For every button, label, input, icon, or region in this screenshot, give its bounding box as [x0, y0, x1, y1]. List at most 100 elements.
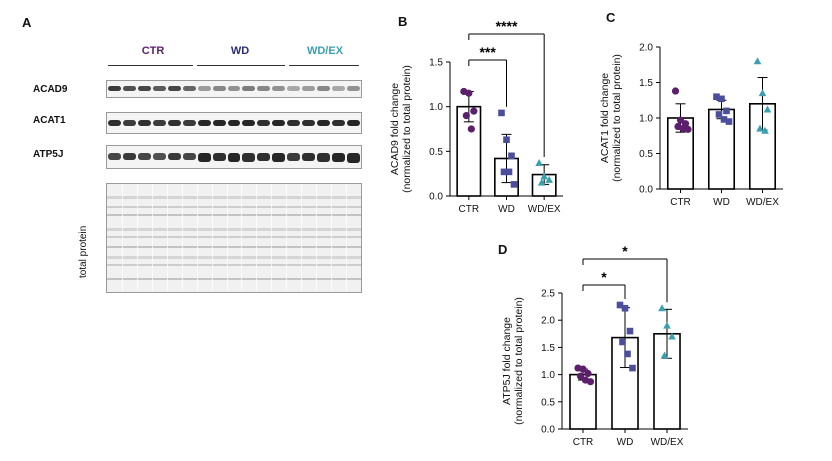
blot-acad9-band [302, 86, 316, 91]
blot-acad9-band [347, 86, 360, 91]
chart-d-sig-label: * [622, 243, 628, 259]
chart-b-sig-label: **** [496, 18, 518, 34]
blot-group-wdex: WD/EX [306, 45, 344, 57]
chart-b-point [510, 181, 518, 188]
chart-b-point [465, 89, 473, 97]
blot-label-atp5j: ATP5J [33, 149, 64, 160]
chart-d-y-tick-label: 2.0 [541, 316, 555, 327]
chart-c-point [756, 124, 764, 132]
chart-b-y-tick-label: 0.0 [429, 192, 443, 203]
blot-atp5j-band [197, 153, 211, 162]
chart-c-point [761, 126, 769, 134]
blot-atp5j-band [332, 153, 346, 162]
blot-atp5j-band [302, 153, 316, 161]
blot-acat1-band [137, 120, 151, 126]
chart-b-point [545, 175, 553, 183]
total-protein-lane-divider [121, 184, 123, 292]
total-protein-lane-line [107, 264, 361, 266]
chart-c-point [715, 111, 723, 118]
blot-acad9-band [167, 86, 181, 91]
blot-acat1-band [302, 120, 316, 126]
blot-acad9-band [242, 86, 256, 91]
blot-acat1-band [287, 120, 301, 126]
chart-c-y-tick-label: 2.0 [639, 43, 653, 54]
total-protein-lane-divider [286, 184, 288, 292]
blot-acat1-band [272, 120, 286, 126]
chart-d-y-label-line2: (normalized to total protein) [513, 297, 525, 425]
chart-b-point [540, 172, 548, 180]
blot-acad9-band [152, 86, 166, 91]
chart-d-y-tick-label: 1.0 [541, 370, 555, 381]
chart-d-y-tick-label: 0.5 [541, 397, 555, 408]
chart-c-point [725, 118, 733, 125]
blot-acad9-band [182, 86, 196, 91]
blot-group-line-ctr [108, 65, 193, 66]
blot-atp5j-band [152, 153, 166, 160]
chart-c-point [723, 107, 730, 115]
blot-atp5j-band [108, 153, 121, 160]
total-protein-lane-line [107, 214, 361, 216]
blot-atp5j-band [137, 153, 151, 160]
chart-b-point [467, 125, 475, 133]
chart-b-x-tick-label: WD/EX [528, 204, 561, 215]
blot-label-acad9: ACAD9 [33, 84, 68, 95]
total-protein-lane-line [107, 196, 361, 199]
blot-group-ctr: CTR [141, 45, 165, 57]
chart-b-y-label-line1: ACAD9 fold change [389, 83, 401, 175]
blot-group-wd: WD [230, 45, 250, 57]
total-protein-lane-divider [346, 184, 348, 292]
blot-group-line-wdex [289, 65, 359, 66]
blot-atp5j-band [347, 153, 360, 163]
chart-b-y-tick-label: 1.0 [429, 102, 443, 113]
chart-b-point [470, 107, 478, 115]
chart-b-point [503, 136, 510, 144]
chart-b-point [500, 168, 508, 176]
total-protein-lane-divider [166, 184, 168, 292]
chart-d-point [576, 372, 585, 380]
chart-d-y-label-line1: ATP5J fold change [501, 317, 513, 405]
total-protein-lane-line [107, 256, 361, 259]
blot-acat1-band [212, 120, 226, 126]
blot-acat1-band [122, 120, 136, 126]
chart-d-y-tick-label: 1.5 [541, 343, 555, 354]
blot-strip-acat1 [106, 112, 362, 134]
chart-d-point [660, 351, 669, 359]
chart-c-x-tick-label: WD/EX [746, 197, 779, 208]
total-protein-lane-divider [241, 184, 243, 292]
total-protein-lane-divider [136, 184, 138, 292]
total-protein-lane-line [107, 246, 361, 248]
chart-b-sig-label: *** [479, 44, 496, 60]
blot-acad9-band [332, 86, 346, 91]
chart-c-point [720, 116, 728, 123]
chart-c-y-tick-label: 1.5 [639, 78, 653, 89]
total-protein-lane-divider [271, 184, 273, 292]
blot-acad9-band [137, 86, 151, 91]
chart-d-y-tick-label: 0.0 [541, 425, 555, 436]
blot-acat1-band [227, 120, 241, 126]
blot-atp5j-band [167, 153, 181, 160]
blot-group-line-wd [197, 65, 285, 66]
total-protein-lane-divider [226, 184, 228, 292]
chart-b-point [505, 168, 513, 176]
blot-acat1-band [257, 120, 271, 126]
chart-c-y-tick-label: 0.0 [639, 185, 653, 196]
blot-acad9-band [122, 86, 136, 91]
chart-c-point [676, 116, 685, 124]
blot-acat1-band [108, 120, 121, 126]
total-protein-lane-divider [256, 184, 258, 292]
chart-c-y-label-line2: (normalized to total protein) [611, 54, 623, 182]
panel-letter-c: C [606, 10, 616, 25]
chart-b-point [537, 178, 546, 186]
chart-c-point [763, 105, 772, 113]
blot-acad9-band [108, 86, 121, 91]
blot-acat1-band [167, 120, 181, 126]
chart-c-point [753, 57, 762, 65]
chart-c-x-tick-label: WD [713, 197, 730, 208]
blot-label-acat1: ACAT1 [33, 115, 66, 126]
total-protein-lane-line [107, 206, 361, 208]
total-protein-lane-divider [316, 184, 318, 292]
blot-atp5j-band [287, 153, 301, 161]
chart-b-point [498, 109, 505, 117]
blot-acat1-band [242, 120, 256, 126]
